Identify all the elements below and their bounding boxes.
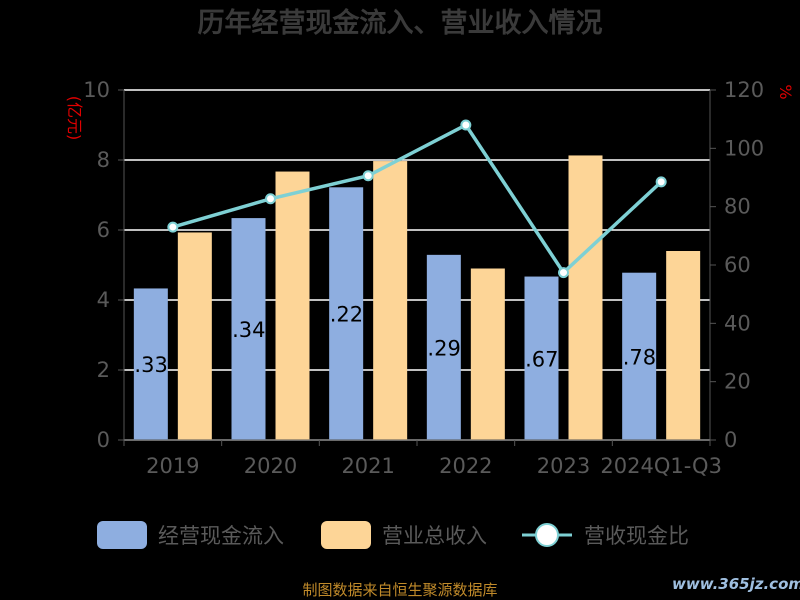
bar-data-label: .29 (427, 336, 460, 360)
ratio-point (362, 170, 374, 182)
bar-data-label: .22 (330, 303, 363, 327)
bar-data-label: .67 (525, 347, 558, 371)
bar-labels: .33 .34 .22 .29 .67 .78 (134, 303, 656, 378)
watermark: www.365jz.com (672, 575, 800, 593)
legend-swatch-ratio-marker (535, 523, 559, 547)
left-tick-label: 0 (97, 428, 110, 452)
x-tick-label: 2023 (537, 454, 590, 478)
bar-revenue (275, 171, 310, 441)
bar-data-label: .78 (623, 345, 656, 369)
bar-cash-inflow (524, 276, 559, 440)
bar-cash-inflow (329, 187, 364, 440)
ratio-line-path (172, 122, 663, 276)
x-tick-label: 2019 (146, 454, 199, 478)
x-tick-label: 2021 (341, 454, 394, 478)
ratio-point (265, 193, 276, 205)
ratio-point (655, 176, 667, 188)
ratio-line (167, 119, 667, 279)
x-tick-label: 2024Q1-Q3 (600, 454, 722, 478)
right-tick-label: 20 (724, 370, 751, 394)
right-tick-label: 0 (724, 428, 737, 452)
bar-cash-inflow (133, 288, 168, 440)
grid-lines (124, 89, 710, 441)
ratio-point (167, 221, 179, 233)
bar-revenue (470, 268, 505, 440)
right-tick-label: 80 (724, 195, 751, 219)
bar-data-label: .33 (134, 353, 167, 377)
left-tick-label: 10 (83, 78, 110, 102)
left-tick-label: 2 (97, 358, 110, 382)
left-tick-label: 8 (97, 148, 110, 172)
ratio-point (460, 119, 472, 131)
bar-revenue (177, 232, 212, 440)
bars (133, 155, 701, 441)
bar-revenue (373, 161, 408, 441)
ratio-point (558, 267, 569, 279)
bar-data-label: .34 (232, 318, 265, 342)
right-axis-unit: % (776, 84, 795, 99)
left-axis-unit: (亿元) (65, 96, 84, 141)
x-tick-label: 2020 (244, 454, 297, 478)
legend: 经营现金流入 营业总收入 营收现金比 (97, 521, 689, 549)
legend-swatch-revenue (321, 521, 371, 549)
right-tick-label: 120 (724, 78, 764, 102)
bar-revenue (568, 155, 603, 440)
legend-label-revenue: 营业总收入 (382, 524, 487, 548)
bar-cash-inflow (231, 218, 266, 440)
right-tick-label: 40 (724, 311, 751, 335)
legend-label-ratio: 营收现金比 (584, 524, 689, 548)
right-tick-label: 60 (724, 253, 751, 277)
left-tick-label: 4 (97, 288, 110, 312)
x-tick-label: 2022 (439, 454, 492, 478)
bar-cash-inflow (426, 254, 461, 440)
left-tick-label: 6 (97, 218, 110, 242)
source-note: 制图数据来自恒生聚源数据库 (302, 581, 497, 599)
legend-swatch-cash-inflow (97, 521, 147, 549)
bar-revenue (666, 251, 701, 440)
right-tick-label: 100 (724, 136, 764, 160)
legend-label-cash-inflow: 经营现金流入 (158, 524, 284, 548)
chart-title: 历年经营现金流入、营业收入情况 (198, 7, 603, 39)
bar-cash-inflow (622, 272, 657, 440)
